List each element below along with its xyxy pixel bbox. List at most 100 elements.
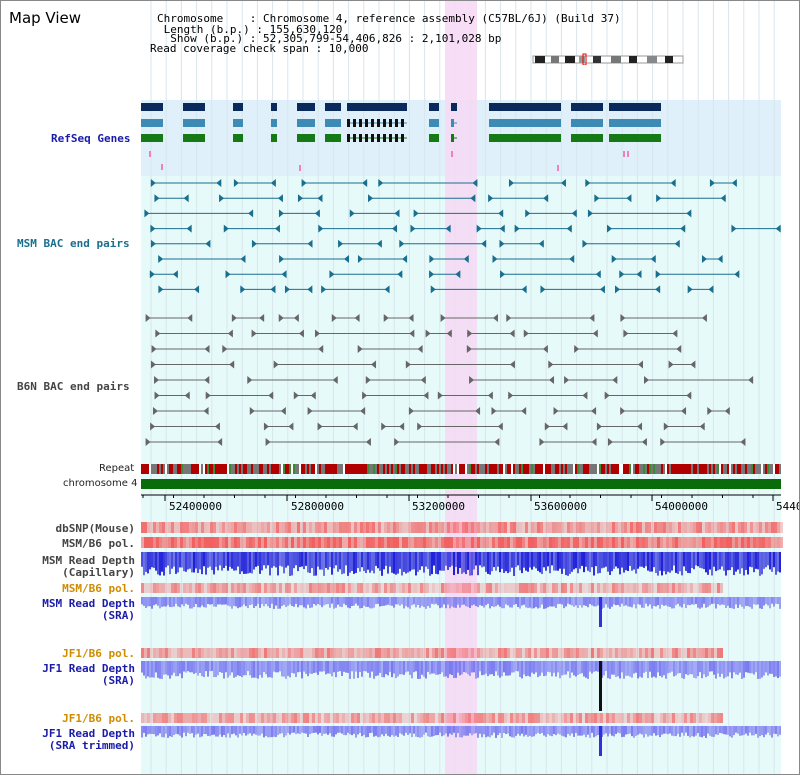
depth-bar <box>589 597 591 605</box>
pol-heat-cell <box>339 648 342 658</box>
pol-heat-cell <box>654 648 657 658</box>
depth-bar <box>335 726 337 735</box>
depth-bar <box>721 726 723 734</box>
depth-bar <box>707 552 709 575</box>
bac-end-marker <box>321 285 327 294</box>
pol-heat-cell <box>693 522 696 533</box>
header-show-range: Show (b.p.) : 52,305,799-54,406,826 : 2,… <box>157 32 502 45</box>
depth-bar <box>479 726 481 734</box>
depth-bar <box>261 661 263 678</box>
bac-end-marker <box>314 209 320 218</box>
pol-heat-cell <box>393 648 396 658</box>
depth-bar <box>723 726 725 735</box>
depth-bar <box>539 552 541 573</box>
depth-bar <box>697 597 699 608</box>
pol-heat-cell <box>444 583 447 593</box>
depth-bar <box>621 552 623 568</box>
depth-bar <box>269 661 271 678</box>
depth-bar <box>271 552 273 568</box>
pol-heat-cell <box>243 713 246 723</box>
depth-bar <box>691 597 693 605</box>
pol-heat-cell <box>231 537 234 548</box>
depth-bar <box>511 552 513 568</box>
repeat-segment <box>189 464 191 474</box>
refseq-genes-label[interactable]: RefSeq Genes <box>51 132 131 145</box>
depth-bar <box>431 597 433 604</box>
pol-heat-cell <box>486 713 489 723</box>
depth-bar <box>747 661 749 673</box>
depth-bar <box>763 726 765 738</box>
depth-bar <box>463 726 465 736</box>
pol-heat-cell <box>360 583 363 593</box>
repeat-segment <box>169 464 171 474</box>
depth-bar <box>429 597 431 608</box>
pol-heat-cell <box>537 648 540 658</box>
depth-bar <box>673 661 675 677</box>
depth-bar <box>603 552 605 568</box>
pol-heat-cell <box>600 583 603 593</box>
pol-heat-cell <box>279 713 282 723</box>
msm-bac-end-pairs-label[interactable]: MSM BAC end pairs <box>17 237 130 250</box>
depth-bar <box>411 597 413 606</box>
depth-bar <box>703 552 705 570</box>
depth-bar <box>181 552 183 568</box>
bac-end-marker <box>731 224 737 233</box>
gene-exon <box>347 134 350 142</box>
pol-heat-cell <box>390 583 393 593</box>
pol-heat-cell <box>741 537 744 548</box>
depth-bar <box>549 661 551 673</box>
depth-bar <box>549 726 551 736</box>
pol-heat-cell <box>180 537 183 548</box>
bac-end-marker <box>740 438 746 446</box>
pol-heat-cell <box>753 522 756 533</box>
depth-bar <box>449 552 451 568</box>
depth-bar <box>467 552 469 570</box>
pol-heat-cell <box>513 522 516 533</box>
gene-block <box>271 134 277 142</box>
pol-heat-cell <box>177 583 180 593</box>
chromosome-ideogram[interactable] <box>531 53 686 65</box>
bac-end-marker <box>481 239 487 248</box>
pol-heat-cell <box>267 522 270 533</box>
depth-bar <box>193 661 195 674</box>
depth-bar <box>313 661 315 673</box>
pol-heat-cell <box>501 648 504 658</box>
depth-bar <box>639 597 641 605</box>
depth-bar <box>567 661 569 672</box>
repeat-segment <box>695 464 697 474</box>
gene-exon <box>365 119 368 127</box>
depth-bar <box>649 597 651 605</box>
repeat-segment <box>459 464 461 474</box>
depth-bar <box>551 597 553 607</box>
depth-bar <box>457 726 459 734</box>
depth-bar <box>309 597 311 608</box>
depth-bar <box>571 597 573 606</box>
depth-bar <box>671 726 673 736</box>
pol-heat-cell <box>147 713 150 723</box>
repeat-segment <box>485 464 487 474</box>
depth-bar <box>425 552 427 567</box>
depth-bar <box>247 661 249 672</box>
pol-heat-cell <box>558 648 561 658</box>
depth-bar <box>499 726 501 734</box>
pol-heat-cell <box>657 522 660 533</box>
depth-bar <box>455 597 457 608</box>
pol-heat-cell <box>336 522 339 533</box>
depth-bar <box>339 552 341 570</box>
pol-heat-cell <box>267 713 270 723</box>
repeat-segment <box>697 464 699 474</box>
depth-bar <box>317 597 319 604</box>
pol-heat-cell <box>348 537 351 548</box>
pol-heat-cell <box>717 648 720 658</box>
pol-heat-cell <box>351 648 354 658</box>
depth-bar <box>239 661 241 677</box>
repeat-segment <box>347 464 349 474</box>
highlight-band <box>445 1 477 774</box>
depth-bar <box>455 661 457 678</box>
depth-bar <box>307 552 309 573</box>
pol-heat-cell <box>699 713 702 723</box>
b6n-bac-end-pairs-label[interactable]: B6N BAC end pairs <box>17 380 130 393</box>
depth-bar <box>283 726 285 738</box>
depth-bar <box>731 552 733 568</box>
repeat-segment <box>515 464 517 474</box>
